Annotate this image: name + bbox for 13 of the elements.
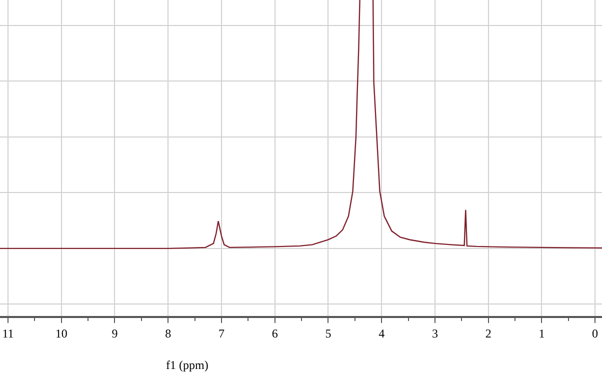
x-tick-label: 6	[272, 326, 278, 340]
x-tick-label: 1	[538, 326, 545, 340]
x-tick-label: 7	[218, 326, 224, 340]
x-tick-label: 4	[378, 326, 385, 340]
x-tick-label: 5	[325, 326, 332, 340]
x-tick-label: 10	[55, 326, 68, 340]
x-tick-label: 11	[2, 326, 14, 340]
x-tick-label: 3	[432, 326, 438, 340]
x-tick-label: 8	[165, 326, 172, 340]
x-tick-label: 9	[112, 326, 118, 340]
x-tick-label: 2	[485, 326, 492, 340]
x-axis-title: f1 (ppm)	[166, 358, 208, 372]
x-tick-label: 0	[592, 326, 598, 340]
